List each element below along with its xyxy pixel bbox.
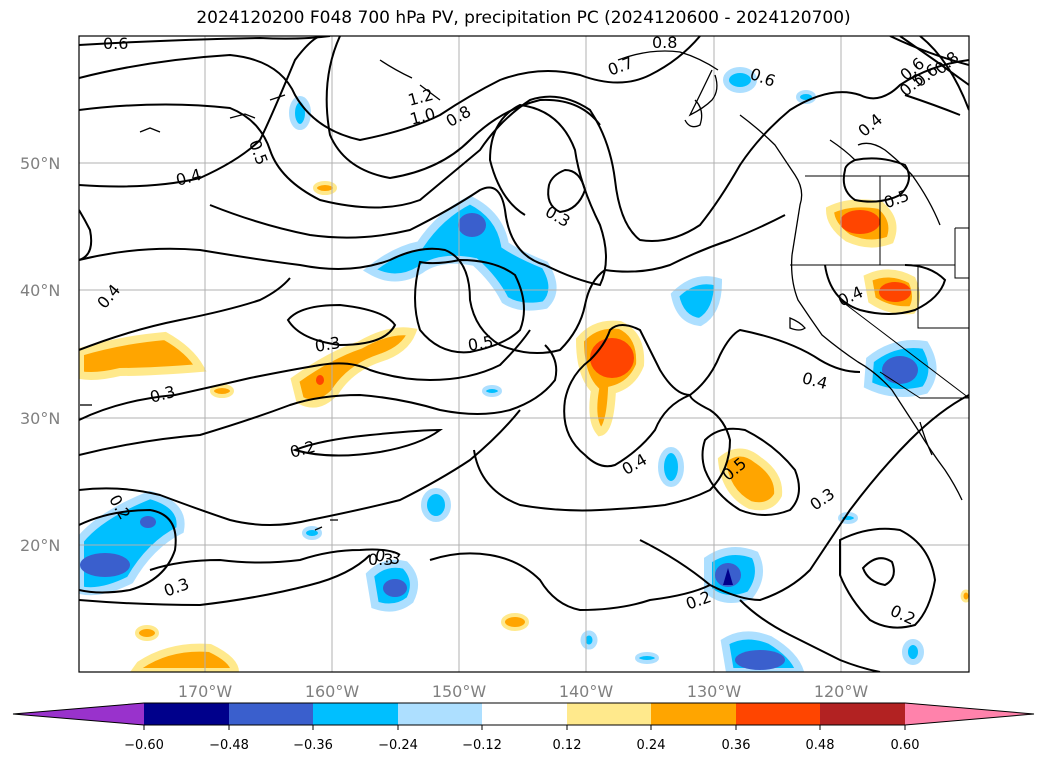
lon-label: 160°W <box>305 682 360 701</box>
colorbar-segment <box>567 703 651 725</box>
colorbar-label: −0.24 <box>378 738 418 753</box>
map-title: 2024120200 F048 700 hPa PV, precipitatio… <box>196 8 851 28</box>
colorbar-tick-labels: −0.60 −0.48 −0.36 −0.24 −0.12 0.12 0.24 … <box>124 738 919 753</box>
lat-label: 50°N <box>20 154 60 173</box>
lon-label: 130°W <box>687 682 742 701</box>
precip-shading <box>79 67 969 672</box>
contour-label: 0.6 <box>103 34 128 53</box>
contour-label: 0.8 <box>652 33 677 52</box>
colorbar-segment <box>13 703 144 725</box>
lat-label: 40°N <box>20 281 60 300</box>
borders <box>790 175 969 399</box>
colorbar-label: 0.12 <box>553 738 582 753</box>
longitude-labels: 170°W 160°W 150°W 140°W 130°W 120°W <box>178 682 869 701</box>
pv-contours <box>79 36 969 672</box>
coastlines <box>80 50 963 531</box>
colorbar-segment <box>144 703 229 725</box>
lon-label: 150°W <box>432 682 487 701</box>
contour-label: 0.3 <box>313 333 341 356</box>
colorbar-segment <box>651 703 736 725</box>
colorbar-segment <box>313 703 398 725</box>
colorbar-label: 0.48 <box>806 738 835 753</box>
colorbar-label: −0.12 <box>462 738 502 753</box>
colorbar-label: −0.60 <box>124 738 164 753</box>
colorbar-label: 0.36 <box>722 738 751 753</box>
lat-label: 20°N <box>20 536 60 555</box>
lon-label: 170°W <box>178 682 233 701</box>
map-panel <box>79 36 969 672</box>
lat-label: 30°N <box>20 409 60 428</box>
contour-label: 0.5 <box>466 332 494 355</box>
colorbar-label: −0.36 <box>293 738 333 753</box>
colorbar-label: 0.24 <box>637 738 666 753</box>
colorbar-label: 0.60 <box>891 738 920 753</box>
colorbar-segment <box>229 703 313 725</box>
colorbar-segment <box>736 703 820 725</box>
colorbar-segment <box>905 703 1034 725</box>
contour-label: 0.3 <box>374 545 402 568</box>
latitude-labels: 50°N 40°N 30°N 20°N <box>20 154 60 555</box>
colorbar: −0.60 −0.48 −0.36 −0.24 −0.12 0.12 0.24 … <box>12 702 1035 753</box>
colorbar-label: −0.48 <box>209 738 249 753</box>
lon-label: 120°W <box>814 682 869 701</box>
contour-label: 0.3 <box>368 550 393 569</box>
colorbar-segment <box>820 703 905 725</box>
map-frame <box>78 35 970 673</box>
colorbar-ticks <box>143 725 906 730</box>
colorbar-segment <box>398 703 482 725</box>
colorbar-segment <box>482 703 567 725</box>
lon-label: 140°W <box>559 682 614 701</box>
